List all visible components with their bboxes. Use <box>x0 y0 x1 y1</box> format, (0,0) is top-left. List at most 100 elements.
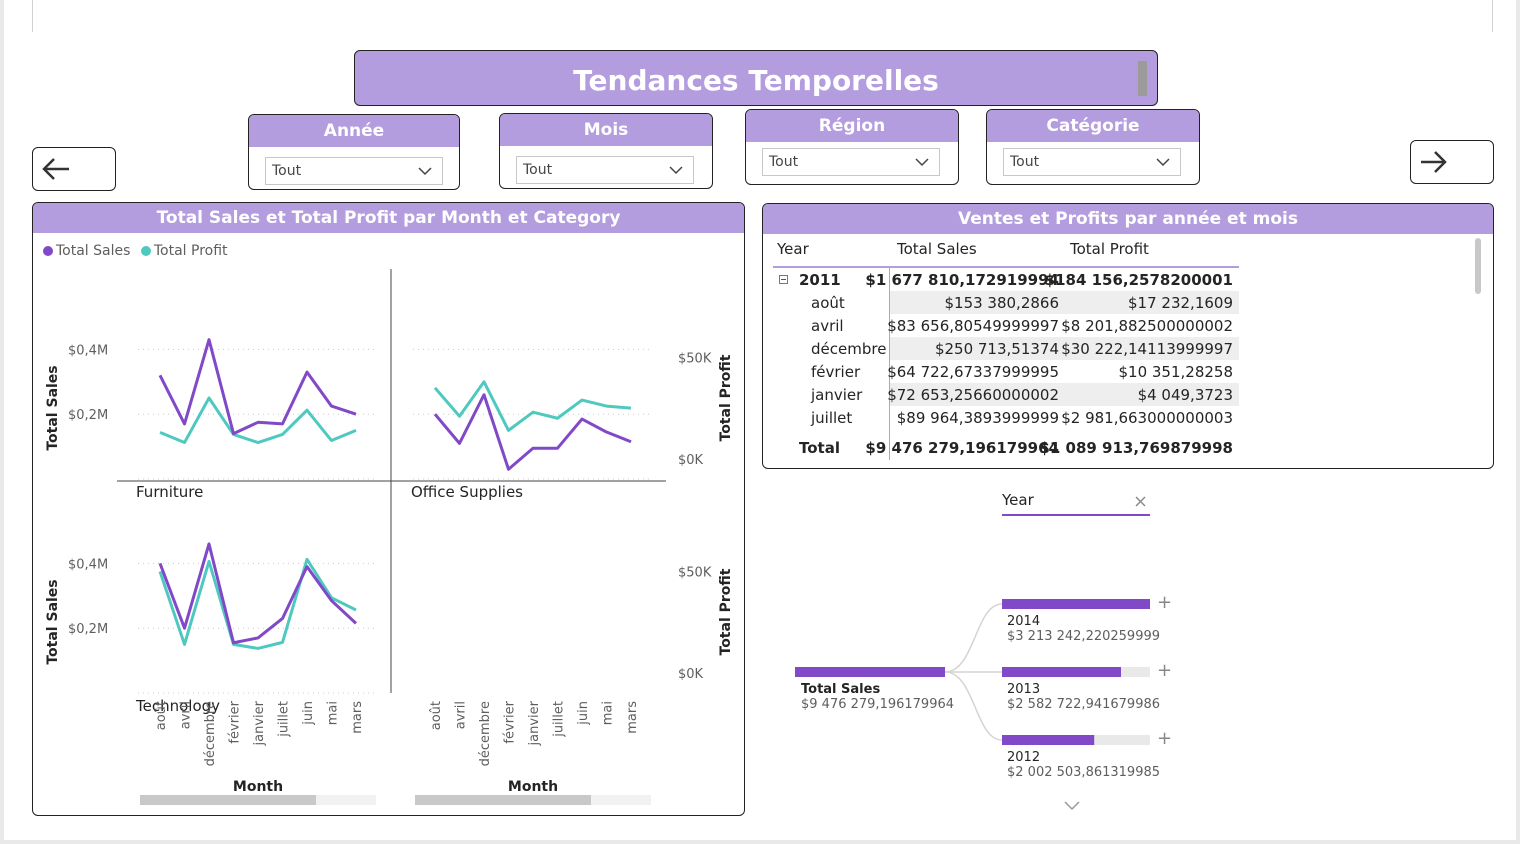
expand-plus-icon[interactable]: + <box>1157 728 1173 749</box>
matrix-panel: Ventes et Profits par année et mois Year… <box>762 203 1494 469</box>
chevron-down-icon <box>669 166 683 175</box>
y-left-axis-title: Total Sales <box>45 365 61 450</box>
back-button[interactable] <box>32 147 116 191</box>
series-line-total-profit <box>158 557 357 650</box>
matrix-row[interactable]: juillet $89 964,3893999999 $2 981,66300000… <box>773 406 1239 429</box>
chevron-down-icon[interactable] <box>1064 801 1080 811</box>
matrix-row[interactable]: janvier $72 653,25660000002 $4 049,3723 <box>773 383 1239 406</box>
slicer-mois-dropdown[interactable]: Tout <box>516 156 694 184</box>
matrix-row-label: janvier <box>811 386 863 404</box>
matrix-col-sales[interactable]: Total Sales <box>897 240 977 258</box>
category-title: Furniture <box>136 483 203 501</box>
slicer-region-dropdown[interactable]: Tout <box>762 148 940 176</box>
matrix-cell-sales: $1 677 810,172919994 <box>865 271 1059 289</box>
matrix-title: Ventes et Profits par année et mois <box>763 204 1493 234</box>
x-tick-label: juillet <box>552 701 567 738</box>
matrix-cell-bg <box>890 383 1066 406</box>
matrix-col-year[interactable]: Year <box>777 240 809 258</box>
decomp-node-2012[interactable]: 2012 $2 002 503,861319985 <box>1007 750 1160 780</box>
matrix-cell-profit: $30 222,14113999997 <box>1061 340 1233 358</box>
y-right-tick: $50K <box>678 352 712 367</box>
slicer-region-label: Région <box>746 110 958 142</box>
legend-profit-marker <box>140 246 151 256</box>
decomp-root-bar <box>795 667 945 677</box>
matrix-row-divider <box>889 268 890 460</box>
decomp-node-2013[interactable]: 2013 $2 582 722,941679986 <box>1007 682 1160 712</box>
arrow-right-icon <box>1421 151 1447 173</box>
matrix-col-profit[interactable]: Total Profit <box>1070 240 1149 258</box>
x-tick-label: avril <box>179 701 194 729</box>
matrix-row[interactable]: août $153 380,2866 $17 232,1609 <box>773 291 1239 314</box>
x-tick-label: mars <box>625 701 640 734</box>
slicer-annee-value: Tout <box>272 163 302 179</box>
decomp-node-value: $2 002 503,861319985 <box>1007 765 1161 780</box>
matrix-scrollbar[interactable] <box>1475 238 1481 294</box>
matrix-total-label: Total <box>799 439 840 457</box>
close-icon[interactable] <box>1135 496 1146 507</box>
decomp-bar <box>1002 735 1095 745</box>
slicer-categorie-label: Catégorie <box>987 110 1199 142</box>
slicer-annee[interactable]: Année Tout <box>248 114 460 190</box>
slicer-annee-label: Année <box>249 115 459 147</box>
slicer-region[interactable]: Région Tout <box>745 109 959 185</box>
expand-plus-icon[interactable]: + <box>1157 660 1173 681</box>
slicer-region-value: Tout <box>769 154 799 170</box>
decomp-level-label: Year <box>1002 491 1034 509</box>
chevron-down-icon <box>418 167 432 176</box>
x-tick-label: mars <box>350 701 365 734</box>
matrix-cell-sales: $64 722,67337999995 <box>887 363 1059 381</box>
x-axis-title: Month <box>233 779 283 795</box>
collapse-minus-icon[interactable] <box>779 275 788 284</box>
x-tick-label: décembre <box>478 701 493 766</box>
matrix-cell-profit: $17 232,1609 <box>1128 294 1233 312</box>
x-tick-label: août <box>154 701 169 730</box>
matrix-cell-profit: $2 981,663000000003 <box>1061 409 1233 427</box>
matrix-cell-bg <box>890 337 1066 360</box>
x-tick-label: juin <box>576 701 591 726</box>
decomp-node-label: 2012 <box>1007 750 1041 765</box>
category-title: Office Supplies <box>411 483 523 501</box>
matrix-row[interactable]: février $64 722,67337999995 $10 351,28258 <box>773 360 1239 383</box>
y-left-tick: $0,2M <box>68 622 108 637</box>
decomp-level-header[interactable]: Year <box>1002 490 1150 516</box>
page-title: Tendances Temporelles <box>573 64 939 97</box>
y-right-tick: $50K <box>678 566 712 581</box>
x-tick-label: mai <box>601 701 616 725</box>
expand-plus-icon[interactable]: + <box>1157 592 1173 613</box>
y-right-tick: $0K <box>678 667 704 682</box>
decomp-node-value: $3 213 242,220259999 <box>1007 629 1161 644</box>
matrix-group-row[interactable]: 2011 $1 677 810,172919994 $184 156,2578200… <box>773 268 1239 291</box>
matrix-body[interactable]: 2011 $1 677 810,172919994 $184 156,2578200… <box>773 268 1239 436</box>
matrix-header-divider <box>773 266 1239 268</box>
matrix-cell-bg <box>1066 337 1239 360</box>
forward-button[interactable] <box>1410 140 1494 184</box>
decomp-node-2014[interactable]: 2014 $3 213 242,220259999 <box>1007 614 1160 644</box>
x-tick-label: janvier <box>527 700 542 746</box>
x-tick-label: février <box>503 700 518 743</box>
slicer-categorie-value: Tout <box>1010 154 1040 170</box>
decomp-bar <box>1002 667 1121 677</box>
slicer-mois[interactable]: Mois Tout <box>499 113 713 189</box>
x-tick-label: août <box>429 701 444 730</box>
matrix-cell-profit: $184 156,2578200001 <box>1044 271 1233 289</box>
matrix-row-label: juillet <box>811 409 853 427</box>
matrix-cell-bg <box>1066 291 1239 314</box>
x-tick-label: janvier <box>252 700 267 746</box>
collapse-minus-bar <box>781 279 786 280</box>
category-title: Technology <box>135 697 220 715</box>
matrix-total-row: Total $9 476 279,196179964 $1 089 913,76… <box>773 436 1239 458</box>
x-tick-label: juin <box>301 701 316 726</box>
slicer-categorie[interactable]: Catégorie Tout <box>986 109 1200 185</box>
legend-sales-label: Total Sales <box>56 243 131 259</box>
y-left-tick: $0,4M <box>68 557 108 572</box>
small-multiples-chart[interactable]: Furniture Office Supplies Technology $0,4M $… <box>33 233 744 815</box>
slicer-categorie-dropdown[interactable]: Tout <box>1003 148 1181 176</box>
decomposition-tree[interactable] <box>780 590 1200 790</box>
slicer-annee-dropdown[interactable]: Tout <box>265 157 443 185</box>
matrix-row[interactable]: avril $83 656,80549999997 $8 201,882500000… <box>773 314 1239 337</box>
series-line-total-profit <box>433 380 632 432</box>
matrix-row[interactable]: décembre $250 713,51374 $30 222,1411399999… <box>773 337 1239 360</box>
decomp-connector <box>944 671 1003 741</box>
decomp-root-label-box: Total Sales $9 476 279,196179964 <box>801 682 954 712</box>
x-tick-label: décembre <box>203 701 218 766</box>
